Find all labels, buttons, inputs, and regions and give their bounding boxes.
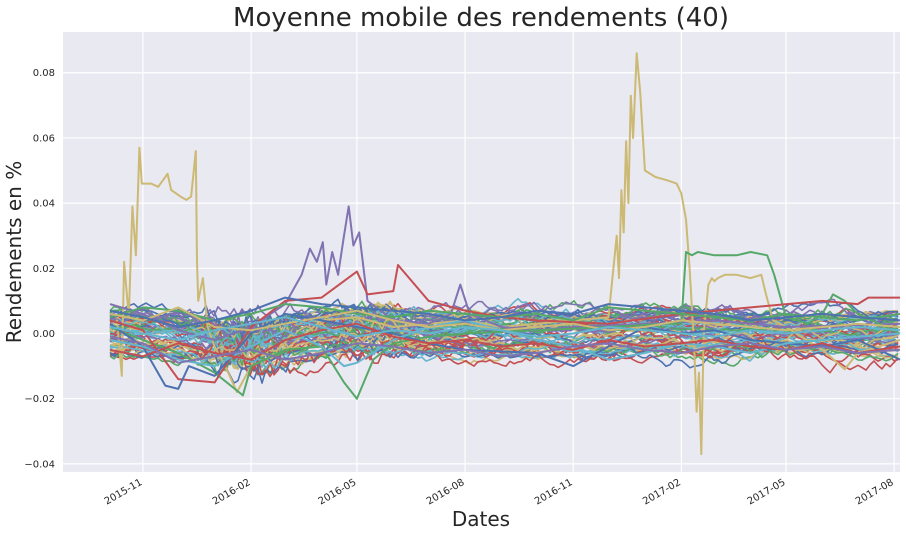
series-line-background [109,338,899,370]
y-tick-label: 0.06 [33,133,55,144]
series-line-5 [109,312,901,390]
grid [63,32,900,472]
x-tick-label: 2016-02 [211,477,253,507]
series-line-10 [109,296,901,328]
y-tick-labels: −0.04 −0.02 0.00 0.02 0.04 0.06 0.08 [24,68,55,470]
y-tick-label: 0.02 [33,264,55,275]
x-tick-label: 2017-05 [746,477,788,507]
y-tick-label: 0.08 [33,68,55,79]
series-line-background [109,323,899,357]
series-line-11 [109,335,901,364]
chart-title: Moyenne mobile des rendements (40) [233,3,729,33]
x-tick-label: 2017-02 [641,477,683,507]
y-axis-label: Rendements en % [2,161,26,343]
x-tick-label: 2015-11 [103,477,145,507]
series-line-12 [109,316,901,341]
x-tick-label: 2016-05 [317,477,359,507]
y-tick-label: 0.00 [33,329,55,340]
x-tick-label: 2017-08 [854,477,896,507]
y-tick-label: 0.04 [33,199,55,210]
series-line-1 [109,52,901,456]
x-axis-label: Dates [452,507,510,531]
x-tick-label: 2016-08 [425,477,467,507]
y-tick-label: −0.04 [24,459,55,470]
x-tick-label: 2016-11 [533,477,575,507]
series-layer [109,52,901,456]
y-tick-label: −0.02 [24,394,55,405]
x-tick-labels: 2015-11 2016-02 2016-05 2016-08 2016-11 2017-… [103,477,896,507]
series-line-6 [109,319,901,368]
series-line-8 [109,322,901,361]
plot-area [63,32,900,472]
